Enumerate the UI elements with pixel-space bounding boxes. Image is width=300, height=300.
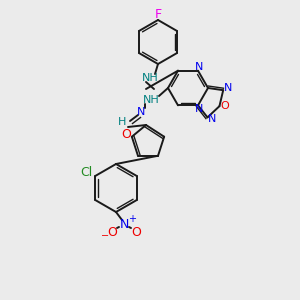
Text: N: N	[137, 107, 145, 117]
Text: −: −	[101, 231, 109, 241]
Text: H: H	[118, 117, 126, 127]
Text: O: O	[131, 226, 141, 238]
Text: N: N	[195, 104, 203, 114]
Text: O: O	[121, 128, 131, 141]
Text: N: N	[208, 114, 217, 124]
Text: +: +	[128, 214, 136, 224]
Text: N: N	[119, 218, 129, 230]
Text: NH: NH	[142, 73, 158, 83]
Text: O: O	[220, 101, 229, 111]
Text: NH: NH	[142, 95, 159, 105]
Text: Cl: Cl	[80, 167, 92, 179]
Text: N: N	[195, 62, 203, 72]
Text: O: O	[107, 226, 117, 238]
Text: N: N	[224, 83, 232, 93]
Text: F: F	[154, 8, 162, 20]
